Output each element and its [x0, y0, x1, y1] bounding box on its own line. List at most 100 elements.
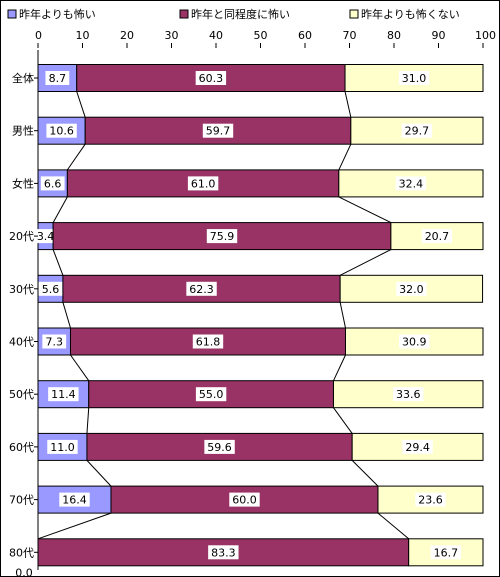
- series-line: [76, 91, 86, 118]
- data-label-2: 59.6: [204, 439, 235, 454]
- data-label-text: 5.6: [42, 283, 60, 296]
- data-label-bg: [187, 176, 219, 191]
- data-label-1: 6.6: [40, 176, 65, 191]
- series-line: [333, 354, 346, 381]
- data-label-text: 16.4: [62, 494, 87, 507]
- data-label-2: 83.3: [208, 545, 239, 560]
- legend-item-3: 昨年よりも怖くない: [349, 7, 460, 21]
- data-label-bg: [46, 123, 77, 138]
- bar-row-10: 0.0 83.3 16.7: [15, 538, 484, 577]
- data-label-text: 55.0: [199, 388, 224, 401]
- data-label-text: 10.6: [49, 125, 74, 138]
- legend-label-2: 昨年と同程度に怖い: [191, 7, 290, 21]
- data-label-text: 7.3: [45, 336, 63, 349]
- data-label-bg: [195, 71, 227, 85]
- x-tick-label-0: 0: [35, 29, 42, 42]
- category-label-5: 30代: [9, 283, 34, 296]
- series-line: [344, 91, 352, 118]
- category-label-1: 全体: [12, 71, 34, 85]
- x-tick-label-10: 10: [76, 29, 90, 42]
- series-line: [52, 249, 64, 276]
- series-line: [339, 249, 392, 276]
- series-line: [333, 407, 353, 434]
- data-label-text: 20.7: [425, 230, 450, 243]
- legend-label-3: 昨年よりも怖くない: [361, 7, 460, 21]
- category-label-4: 20代: [9, 230, 34, 243]
- data-label-2: 61.8: [192, 334, 224, 349]
- data-label-text: 29.4: [405, 441, 430, 454]
- data-label-1: 10.6: [46, 123, 77, 138]
- bar-segment-1: [37, 485, 112, 514]
- data-label-text: 59.7: [206, 125, 231, 138]
- bar-row-7: 11.4 55.0 33.6: [37, 380, 484, 409]
- bar-row-4: 3.4 75.9 20.7: [33, 222, 484, 251]
- data-label-bg: [402, 439, 433, 454]
- x-tick-label-70: 70: [343, 29, 357, 42]
- data-label-bg: [186, 281, 217, 296]
- data-label-text: 83.3: [211, 546, 236, 559]
- data-label-bg: [202, 123, 234, 138]
- data-label-bg: [204, 439, 235, 454]
- category-label-10: 80代: [9, 546, 34, 559]
- data-label-2: 59.7: [202, 123, 234, 138]
- legend-item-1: 昨年よりも怖い: [7, 7, 96, 21]
- data-label-text: 3.4: [37, 230, 55, 243]
- series-lines: [37, 91, 410, 540]
- bar-row-1: 8.7 60.3 31.0: [37, 64, 484, 92]
- data-label-bg: [208, 545, 239, 560]
- x-tick-label-80: 80: [387, 29, 401, 42]
- series-line: [339, 302, 346, 329]
- legend-item-2: 昨年と同程度に怖い: [179, 7, 290, 21]
- data-label-bg: [421, 229, 453, 244]
- data-label-text: 75.9: [210, 230, 235, 243]
- data-label-text: 23.6: [418, 494, 443, 507]
- data-label-3: 16.7: [430, 545, 462, 560]
- bar-row-3: 6.6 61.0 32.4: [37, 169, 484, 198]
- x-tick-label-30: 30: [165, 29, 179, 42]
- data-label-text: 8.7: [49, 72, 67, 85]
- data-label-bg: [45, 71, 70, 85]
- x-tick-label-90: 90: [432, 29, 446, 42]
- data-label-text: 29.7: [405, 125, 430, 138]
- series-line: [62, 302, 71, 329]
- data-label-3: 30.9: [399, 334, 430, 349]
- x-tick-label-100: 100: [475, 29, 496, 42]
- data-label-1: 11.4: [48, 387, 79, 402]
- data-label-bg: [401, 123, 433, 138]
- data-label-1: 16.4: [59, 492, 90, 507]
- data-label-1: 7.3: [42, 334, 67, 349]
- series-line: [86, 460, 112, 487]
- data-label-3: 33.6: [393, 387, 424, 402]
- data-label-text: 30.9: [402, 336, 427, 349]
- data-label-text: 11.4: [51, 388, 76, 401]
- bar-row-9: 16.4 60.0 23.6: [37, 485, 484, 514]
- data-label-1: 0.0: [15, 566, 33, 577]
- data-label-bg: [42, 334, 67, 349]
- data-label-2: 60.3: [195, 71, 227, 85]
- data-label-text: 61.8: [196, 336, 221, 349]
- data-label-text: 59.6: [207, 441, 232, 454]
- data-label-text: 16.7: [434, 546, 459, 559]
- x-axis: 0 10 20 30 40 50 60 70 80 90 100: [35, 29, 496, 570]
- category-label-6: 40代: [9, 336, 34, 349]
- data-label-bg: [398, 71, 430, 85]
- data-label-bg: [38, 281, 63, 296]
- data-label-text: 11.0: [50, 441, 75, 454]
- data-label-bg: [393, 387, 424, 402]
- data-label-2: 62.3: [186, 281, 217, 296]
- data-label-3: 32.0: [396, 281, 427, 296]
- x-tick-label-50: 50: [254, 29, 268, 42]
- data-label-text: 60.3: [199, 72, 224, 85]
- data-label-text: 0.0: [15, 566, 33, 577]
- category-label-8: 60代: [9, 441, 34, 454]
- legend-swatch-3: [349, 9, 359, 19]
- legend: 昨年よりも怖い 昨年と同程度に怖い 昨年よりも怖くない: [7, 7, 460, 21]
- legend-swatch-2: [179, 9, 189, 19]
- bar-row-6: 7.3 61.8 30.9: [37, 327, 484, 356]
- data-label-text: 32.4: [399, 177, 424, 190]
- data-label-bg: [48, 387, 79, 402]
- data-label-3: 29.7: [401, 123, 433, 138]
- data-label-bg: [192, 334, 224, 349]
